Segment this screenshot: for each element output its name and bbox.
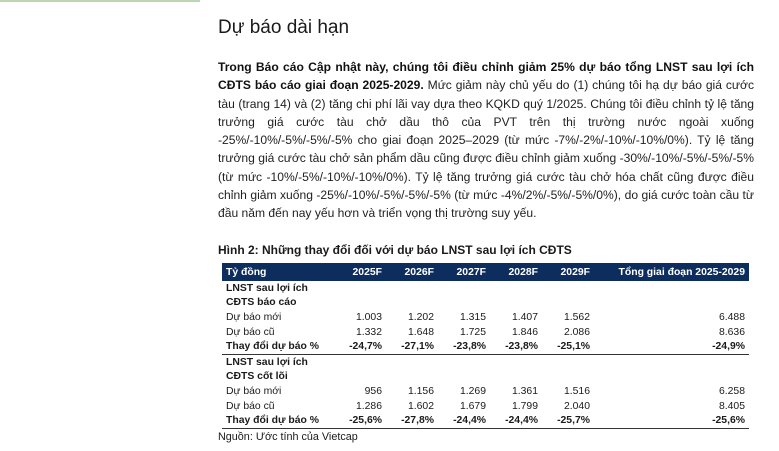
- top-divider: [0, 0, 200, 2]
- table-cell: 1.648: [407, 326, 434, 338]
- table-cell: [542, 370, 594, 385]
- table-cell: [386, 354, 438, 369]
- table-cell: -25,1%: [542, 339, 594, 355]
- column-header: 2026F: [386, 263, 438, 281]
- table-cell: 956: [364, 385, 382, 397]
- table-cell: [594, 281, 749, 296]
- table-cell: [334, 296, 386, 311]
- table-row: LNST sau lợi ích: [222, 281, 749, 296]
- table-cell: 1.602: [407, 400, 434, 412]
- table-cell: [490, 296, 542, 311]
- table-row: CĐTS báo cáo: [222, 296, 749, 311]
- row-label: CĐTS cốt lõi: [226, 371, 288, 383]
- table-cell: 1.407: [511, 311, 538, 323]
- table-cell: 1.799: [511, 400, 538, 412]
- column-header: 2029F: [542, 263, 594, 281]
- table-cell: -24,4%: [438, 413, 490, 429]
- row-label: Dự báo cũ: [226, 326, 275, 338]
- table-row: Dự báo cũ 1.332 1.648 1.725 1.846 2.086 8.636: [222, 325, 749, 340]
- table-cell: 6.258: [718, 385, 745, 397]
- table-row: Dự báo mới 956 1.156 1.269 1.361 1.516 6.258: [222, 384, 749, 399]
- table-cell: [334, 281, 386, 296]
- table-cell: [438, 281, 490, 296]
- row-label: LNST sau lợi ích: [226, 356, 308, 368]
- table-cell: 8.636: [718, 326, 745, 338]
- table-cell: 1.003: [355, 311, 382, 323]
- table-cell: 1.315: [459, 311, 486, 323]
- table-cell: 2.086: [563, 326, 590, 338]
- table-cell: -24,4%: [490, 413, 542, 429]
- table-cell: [438, 296, 490, 311]
- column-header: Tổng giai đoạn 2025-2029: [594, 263, 749, 281]
- table-cell: 6.488: [718, 311, 745, 323]
- table-cell: [594, 296, 749, 311]
- table-cell: 1.286: [355, 400, 382, 412]
- table-cell: [542, 281, 594, 296]
- column-header: Tỷ đồng: [222, 263, 334, 281]
- table-cell: 1.562: [563, 311, 590, 323]
- table-cell: -25,6%: [334, 413, 386, 429]
- body-paragraph: Trong Báo cáo Cập nhật này, chúng tôi đi…: [218, 58, 754, 223]
- row-label: Dự báo mới: [226, 385, 282, 397]
- table-cell: 1.679: [459, 400, 486, 412]
- table-cell: 8.405: [718, 400, 745, 412]
- table-cell: 1.332: [355, 326, 382, 338]
- table-cell: 2.040: [563, 400, 590, 412]
- section-heading: Dự báo dài hạn: [218, 17, 350, 38]
- table-cell: 1.269: [459, 385, 486, 397]
- table-cell: -23,8%: [438, 339, 490, 355]
- figure-title: Hình 2: Những thay đổi đối với dự báo LN…: [218, 243, 572, 257]
- table-cell: 1.361: [511, 385, 538, 397]
- table-row: LNST sau lợi ích: [222, 354, 749, 369]
- table-cell: -27,1%: [386, 339, 438, 355]
- table-cell: [334, 354, 386, 369]
- table-cell: 1.156: [407, 385, 434, 397]
- table-cell: 1.516: [563, 385, 590, 397]
- table-cell: [594, 370, 749, 385]
- column-header: 2027F: [438, 263, 490, 281]
- table-cell: -23,8%: [490, 339, 542, 355]
- table-cell: [438, 370, 490, 385]
- table-row: Dự báo mới 1.003 1.202 1.315 1.407 1.562 6.488: [222, 310, 749, 325]
- row-label: Dự báo cũ: [226, 400, 275, 412]
- table-row: Thay đổi dự báo % -25,6% -27,8% -24,4% -24,4…: [222, 413, 749, 429]
- source-note: Nguồn: Ước tính của Vietcap: [218, 431, 358, 443]
- table-cell: [542, 354, 594, 369]
- table-cell: -24,7%: [334, 339, 386, 355]
- row-label: Dự báo mới: [226, 311, 282, 323]
- table-cell: [386, 370, 438, 385]
- column-header: 2028F: [490, 263, 542, 281]
- table-cell: [386, 281, 438, 296]
- table-cell: -27,8%: [386, 413, 438, 429]
- table-row: Dự báo cũ 1.286 1.602 1.679 1.799 2.040 8.405: [222, 399, 749, 414]
- column-header: 2025F: [334, 263, 386, 281]
- table-cell: [438, 354, 490, 369]
- table-row: Thay đổi dự báo % -24,7% -27,1% -23,8% -23,8…: [222, 339, 749, 355]
- table-cell: [594, 354, 749, 369]
- table-cell: [490, 354, 542, 369]
- table-cell: 1.846: [511, 326, 538, 338]
- table-header-row: Tỷ đồng 2025F 2026F 2027F 2028F 2029F Tổng gia…: [222, 263, 749, 281]
- paragraph-lead-bold: Trong Báo cáo Cập nhật này, chúng tôi đi…: [218, 60, 754, 93]
- forecast-table: Tỷ đồng 2025F 2026F 2027F 2028F 2029F Tổng gia…: [222, 263, 749, 429]
- table-row: CĐTS cốt lõi: [222, 370, 749, 385]
- table-cell: 1.725: [459, 326, 486, 338]
- table-cell: 1.202: [407, 311, 434, 323]
- paragraph-body: Mức giảm này chủ yếu do (1) chúng tôi hạ…: [218, 78, 754, 221]
- row-label: LNST sau lợi ích: [226, 282, 308, 294]
- row-label: Thay đổi dự báo %: [222, 413, 334, 429]
- table-cell: -25,7%: [542, 413, 594, 429]
- table-cell: [490, 370, 542, 385]
- table-cell: [334, 370, 386, 385]
- table-cell: -25,6%: [594, 413, 749, 429]
- table-cell: -24,9%: [594, 339, 749, 355]
- table-cell: [386, 296, 438, 311]
- table-cell: [490, 281, 542, 296]
- row-label: CĐTS báo cáo: [226, 297, 297, 309]
- row-label: Thay đổi dự báo %: [222, 339, 334, 355]
- table-cell: [542, 296, 594, 311]
